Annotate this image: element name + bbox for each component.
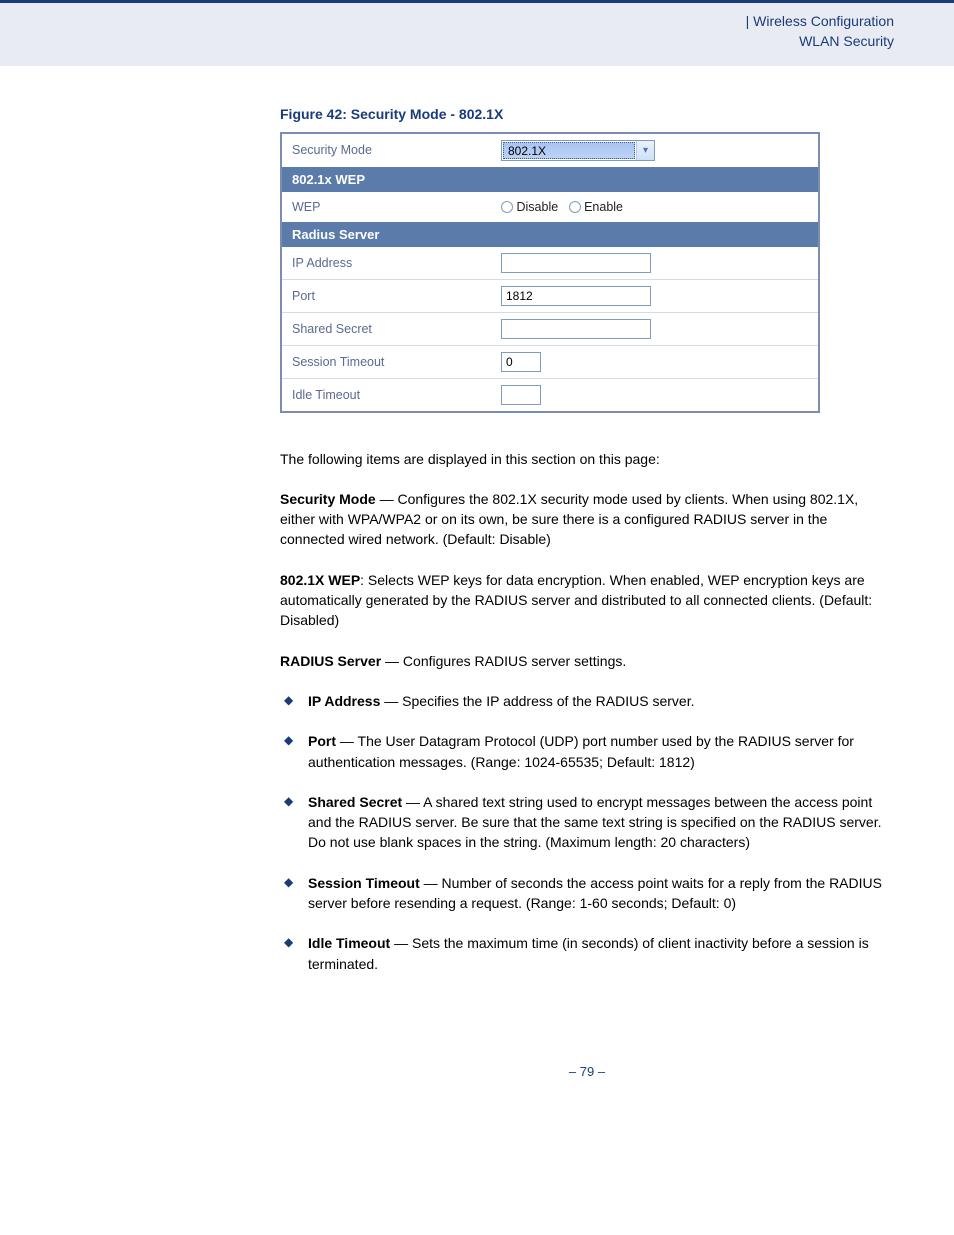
bullet-text: — Specifies the IP address of the RADIUS… — [380, 693, 694, 709]
idle-label: Idle Timeout — [282, 380, 497, 410]
ip-input[interactable] — [501, 253, 651, 273]
port-input[interactable] — [501, 286, 651, 306]
chevron-down-icon: ▾ — [643, 145, 648, 156]
list-item: Port — The User Datagram Protocol (UDP) … — [284, 731, 894, 772]
para-wep-text: : Selects WEP keys for data encryption. … — [280, 572, 872, 629]
row-port: Port — [282, 280, 818, 312]
row-session: Session Timeout — [282, 346, 818, 378]
section-header-wep: 802.1x WEP — [282, 167, 818, 192]
bullet-bold: Session Timeout — [308, 875, 420, 891]
para-radius: RADIUS Server — Configures RADIUS server… — [280, 651, 894, 671]
ip-label: IP Address — [282, 248, 497, 278]
wep-label: WEP — [282, 192, 497, 222]
content: Figure 42: Security Mode - 802.1X Securi… — [0, 66, 954, 1109]
bullet-list: IP Address — Specifies the IP address of… — [280, 691, 894, 974]
row-security-mode: Security Mode 802.1X ▾ — [282, 134, 818, 167]
body-text: The following items are displayed in thi… — [280, 449, 894, 974]
secret-input[interactable] — [501, 319, 651, 339]
para-radius-bold: RADIUS Server — [280, 653, 381, 669]
bullet-text: — The User Datagram Protocol (UDP) port … — [308, 733, 854, 769]
list-item: IP Address — Specifies the IP address of… — [284, 691, 894, 711]
breadcrumb-chapter: Wireless Configuration — [753, 13, 894, 29]
security-mode-select[interactable]: 802.1X ▾ — [501, 140, 655, 161]
page-number: – 79 – — [280, 1064, 894, 1109]
bullet-bold: Idle Timeout — [308, 935, 390, 951]
bullet-bold: IP Address — [308, 693, 380, 709]
config-panel: Security Mode 802.1X ▾ 802.1x WEP WEP Di… — [280, 132, 820, 413]
para-security-mode-bold: Security Mode — [280, 491, 376, 507]
list-item: Session Timeout — Number of seconds the … — [284, 873, 894, 914]
para-radius-text: — Configures RADIUS server settings. — [381, 653, 626, 669]
wep-disable-radio[interactable] — [501, 201, 513, 213]
list-item: Idle Timeout — Sets the maximum time (in… — [284, 933, 894, 974]
session-input[interactable] — [501, 352, 541, 372]
breadcrumb-section: WLAN Security — [0, 31, 894, 51]
security-mode-label: Security Mode — [282, 135, 497, 165]
wep-disable-label: Disable — [516, 200, 558, 214]
bullet-bold: Port — [308, 733, 336, 749]
row-secret: Shared Secret — [282, 313, 818, 345]
para-wep-bold: 802.1X WEP — [280, 572, 360, 588]
page-header: | Wireless Configuration WLAN Security — [0, 3, 954, 66]
port-label: Port — [282, 281, 497, 311]
wep-enable-label: Enable — [584, 200, 623, 214]
list-item: Shared Secret — A shared text string use… — [284, 792, 894, 853]
section-header-radius: Radius Server — [282, 222, 818, 247]
row-idle: Idle Timeout — [282, 379, 818, 411]
bullet-bold: Shared Secret — [308, 794, 402, 810]
intro-text: The following items are displayed in thi… — [280, 449, 894, 469]
para-wep: 802.1X WEP: Selects WEP keys for data en… — [280, 570, 894, 631]
dropdown-button[interactable]: ▾ — [636, 141, 654, 160]
idle-input[interactable] — [501, 385, 541, 405]
row-wep: WEP Disable Enable — [282, 192, 818, 222]
secret-label: Shared Secret — [282, 314, 497, 344]
security-mode-value: 802.1X — [503, 142, 635, 159]
bullet-text: — Sets the maximum time (in seconds) of … — [308, 935, 869, 971]
wep-enable-radio[interactable] — [569, 201, 581, 213]
para-security-mode: Security Mode — Configures the 802.1X se… — [280, 489, 894, 550]
row-ip: IP Address — [282, 247, 818, 279]
figure-caption: Figure 42: Security Mode - 802.1X — [280, 106, 894, 122]
session-label: Session Timeout — [282, 347, 497, 377]
